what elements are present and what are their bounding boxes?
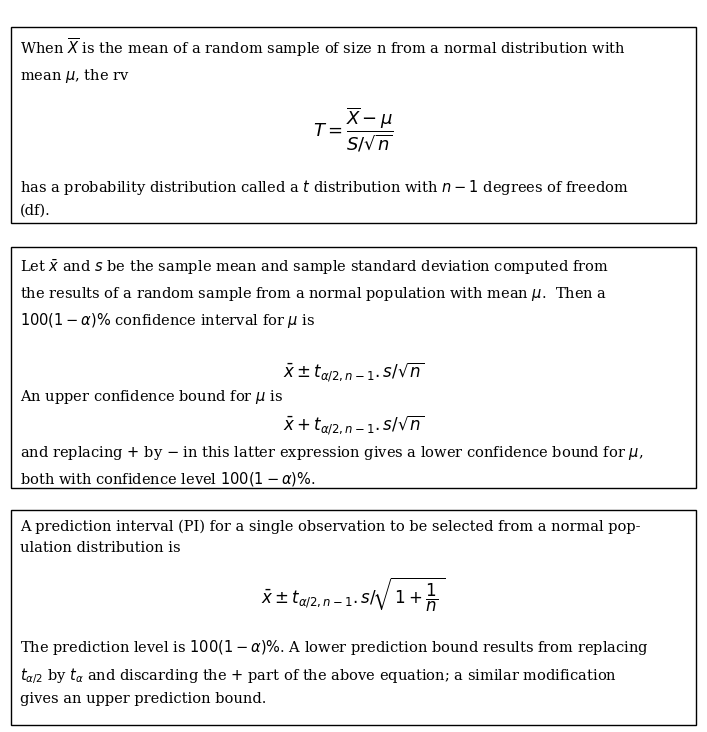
Text: Let $\bar{x}$ and $s$ be the sample mean and sample standard deviation computed : Let $\bar{x}$ and $s$ be the sample mean… bbox=[20, 258, 609, 330]
Text: $\bar{x} \pm t_{\alpha/2,n-1}.s/\!\sqrt{\,1 + \dfrac{1}{n}\,}$: $\bar{x} \pm t_{\alpha/2,n-1}.s/\!\sqrt{… bbox=[262, 575, 445, 614]
Text: $\bar{x} + t_{\alpha/2,n-1}.s/\sqrt{n}$: $\bar{x} + t_{\alpha/2,n-1}.s/\sqrt{n}$ bbox=[283, 414, 424, 437]
Text: $T = \dfrac{\overline{X} - \mu}{S/\sqrt{n}}$: $T = \dfrac{\overline{X} - \mu}{S/\sqrt{… bbox=[313, 106, 394, 154]
Text: has a probability distribution called a $t$ distribution with $n - 1$ degrees of: has a probability distribution called a … bbox=[20, 178, 629, 217]
Text: The prediction level is $100(1 - \alpha)\%$. A lower prediction bound results fr: The prediction level is $100(1 - \alpha)… bbox=[20, 638, 648, 706]
Text: $\bar{x} \pm t_{\alpha/2,n-1}.s/\sqrt{n}$: $\bar{x} \pm t_{\alpha/2,n-1}.s/\sqrt{n}… bbox=[283, 360, 424, 384]
Text: An upper confidence bound for $\mu$ is: An upper confidence bound for $\mu$ is bbox=[20, 388, 283, 406]
Text: When $\overline{X}$ is the mean of a random sample of size n from a normal distr: When $\overline{X}$ is the mean of a ran… bbox=[20, 37, 626, 85]
Text: A prediction interval (PI) for a single observation to be selected from a normal: A prediction interval (PI) for a single … bbox=[20, 520, 641, 555]
Text: and replacing $+$ by $-$ in this latter expression gives a lower confidence boun: and replacing $+$ by $-$ in this latter … bbox=[20, 444, 643, 488]
FancyBboxPatch shape bbox=[11, 247, 696, 488]
FancyBboxPatch shape bbox=[11, 510, 696, 725]
FancyBboxPatch shape bbox=[11, 27, 696, 223]
